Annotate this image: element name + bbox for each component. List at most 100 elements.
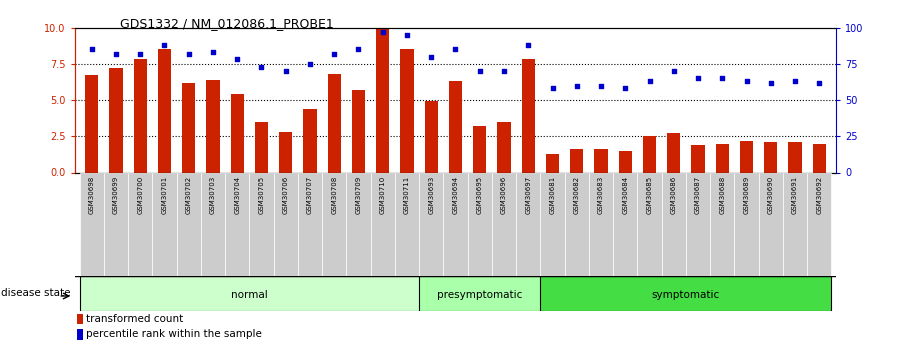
Bar: [104, 172, 128, 276]
Text: GSM30682: GSM30682: [574, 176, 579, 214]
Bar: [449, 81, 462, 172]
Bar: [250, 172, 273, 276]
Text: GSM30689: GSM30689: [743, 176, 750, 214]
Bar: [298, 172, 322, 276]
Text: GSM30688: GSM30688: [720, 176, 725, 214]
Point: [254, 64, 269, 69]
Bar: [759, 172, 783, 276]
Point: [545, 86, 559, 91]
Point: [206, 49, 220, 55]
Text: GSM30709: GSM30709: [355, 176, 362, 214]
Bar: [570, 149, 583, 172]
Bar: [206, 80, 220, 172]
Bar: [328, 74, 341, 172]
Point: [85, 47, 99, 52]
Bar: [376, 29, 389, 172]
Bar: [85, 76, 98, 172]
Point: [230, 57, 244, 62]
Point: [642, 78, 657, 84]
Point: [158, 42, 172, 48]
Bar: [444, 172, 467, 276]
Bar: [303, 109, 317, 172]
Bar: [230, 94, 244, 172]
Text: GSM30706: GSM30706: [282, 176, 289, 214]
Bar: [788, 142, 802, 172]
Point: [473, 68, 487, 74]
Text: GSM30698: GSM30698: [88, 176, 95, 214]
Bar: [394, 172, 419, 276]
Point: [448, 47, 463, 52]
Text: GSM30695: GSM30695: [476, 176, 483, 214]
Point: [715, 76, 730, 81]
Point: [133, 51, 148, 57]
Bar: [540, 172, 565, 276]
Point: [788, 78, 803, 84]
Bar: [79, 276, 419, 310]
Bar: [255, 122, 268, 172]
Text: GSM30693: GSM30693: [428, 176, 435, 214]
Bar: [371, 172, 394, 276]
Point: [181, 51, 196, 57]
Bar: [686, 172, 711, 276]
Bar: [352, 90, 365, 172]
Bar: [667, 134, 681, 172]
Text: GSM30705: GSM30705: [259, 176, 264, 214]
Bar: [613, 172, 638, 276]
Bar: [109, 68, 123, 172]
Bar: [807, 172, 832, 276]
Bar: [716, 144, 729, 172]
Bar: [134, 59, 147, 172]
Text: GSM30691: GSM30691: [792, 176, 798, 214]
Point: [667, 68, 681, 74]
Point: [763, 80, 778, 86]
Bar: [225, 172, 250, 276]
Text: transformed count: transformed count: [87, 314, 183, 324]
Bar: [565, 172, 589, 276]
Point: [279, 68, 293, 74]
Bar: [467, 172, 492, 276]
Point: [108, 51, 123, 57]
Bar: [177, 172, 200, 276]
Bar: [619, 151, 632, 172]
Text: GSM30696: GSM30696: [501, 176, 507, 214]
Bar: [643, 136, 656, 172]
Bar: [691, 145, 705, 172]
Bar: [77, 329, 84, 340]
Bar: [400, 49, 414, 172]
Text: GSM30707: GSM30707: [307, 176, 313, 214]
Text: GSM30701: GSM30701: [161, 176, 168, 214]
Bar: [200, 172, 225, 276]
Bar: [813, 144, 826, 172]
Point: [400, 32, 415, 38]
Text: GSM30684: GSM30684: [622, 176, 629, 214]
Text: GDS1332 / NM_012086.1_PROBE1: GDS1332 / NM_012086.1_PROBE1: [120, 17, 334, 30]
Point: [496, 68, 511, 74]
Point: [691, 76, 705, 81]
Bar: [182, 83, 195, 172]
Bar: [497, 122, 511, 172]
Bar: [638, 172, 661, 276]
Text: GSM30694: GSM30694: [453, 176, 458, 214]
Bar: [492, 172, 517, 276]
Point: [812, 80, 826, 86]
Text: normal: normal: [231, 290, 268, 300]
Bar: [764, 142, 777, 172]
Point: [569, 83, 584, 88]
Bar: [522, 59, 535, 172]
Text: GSM30703: GSM30703: [210, 176, 216, 214]
Text: GSM30697: GSM30697: [526, 176, 531, 214]
Bar: [594, 149, 608, 172]
Point: [375, 29, 390, 35]
Bar: [517, 172, 540, 276]
Point: [327, 51, 342, 57]
Point: [618, 86, 632, 91]
Text: symptomatic: symptomatic: [651, 290, 720, 300]
Text: GSM30692: GSM30692: [816, 176, 823, 214]
Text: GSM30702: GSM30702: [186, 176, 191, 214]
Bar: [734, 172, 759, 276]
Text: GSM30699: GSM30699: [113, 176, 119, 214]
Point: [352, 47, 366, 52]
Text: GSM30687: GSM30687: [695, 176, 701, 214]
Text: disease state: disease state: [1, 288, 70, 298]
Text: GSM30711: GSM30711: [404, 176, 410, 214]
